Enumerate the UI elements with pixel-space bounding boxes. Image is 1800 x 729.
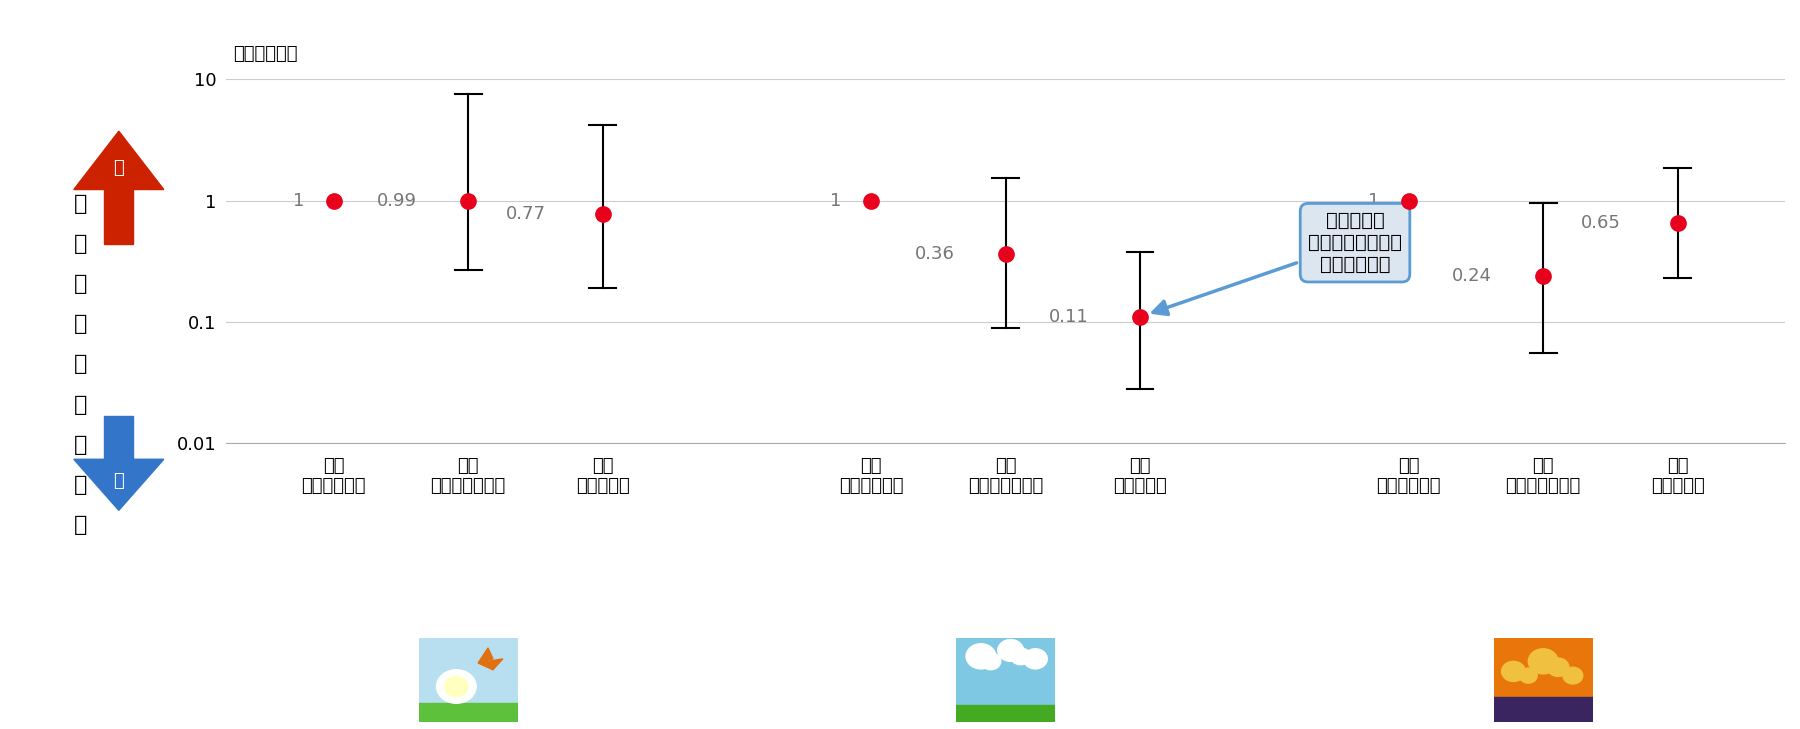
Text: 低: 低 <box>74 274 88 295</box>
Text: 筋: 筋 <box>74 194 88 214</box>
Circle shape <box>1519 668 1537 683</box>
Text: 1: 1 <box>830 192 842 210</box>
Bar <box>1494 697 1593 722</box>
Bar <box>956 705 1055 722</box>
Text: 下: 下 <box>74 314 88 335</box>
Text: 0.11: 0.11 <box>1049 308 1089 326</box>
Text: （オッズ比）: （オッズ比） <box>232 45 297 63</box>
Circle shape <box>1528 649 1559 674</box>
Text: 筋量低下に
おちいるリスクが
下がっていた: 筋量低下に おちいるリスクが 下がっていた <box>1154 211 1402 314</box>
Circle shape <box>1548 658 1570 677</box>
Circle shape <box>437 670 477 703</box>
Text: 0.65: 0.65 <box>1580 214 1622 233</box>
Polygon shape <box>479 648 493 663</box>
Text: 0.36: 0.36 <box>914 246 954 263</box>
Text: 1: 1 <box>293 192 304 210</box>
Circle shape <box>997 639 1024 661</box>
Circle shape <box>1010 648 1030 665</box>
Text: 量: 量 <box>74 234 88 254</box>
Polygon shape <box>479 659 502 670</box>
Text: や: や <box>74 434 88 455</box>
Circle shape <box>1562 667 1582 684</box>
Text: 0.77: 0.77 <box>506 206 545 223</box>
Text: し: し <box>74 394 88 415</box>
Bar <box>419 703 518 722</box>
Text: 低: 低 <box>113 472 124 490</box>
Text: さ: さ <box>74 515 88 535</box>
Text: の: の <box>74 354 88 375</box>
Circle shape <box>981 653 1001 670</box>
Circle shape <box>445 677 468 697</box>
Circle shape <box>1501 661 1525 682</box>
Text: 0.24: 0.24 <box>1453 267 1492 285</box>
Circle shape <box>967 644 995 669</box>
Circle shape <box>1024 649 1048 669</box>
Text: 高: 高 <box>113 159 124 176</box>
Text: 0.99: 0.99 <box>378 192 418 210</box>
Text: 1: 1 <box>1368 192 1379 210</box>
Text: す: す <box>74 475 88 495</box>
